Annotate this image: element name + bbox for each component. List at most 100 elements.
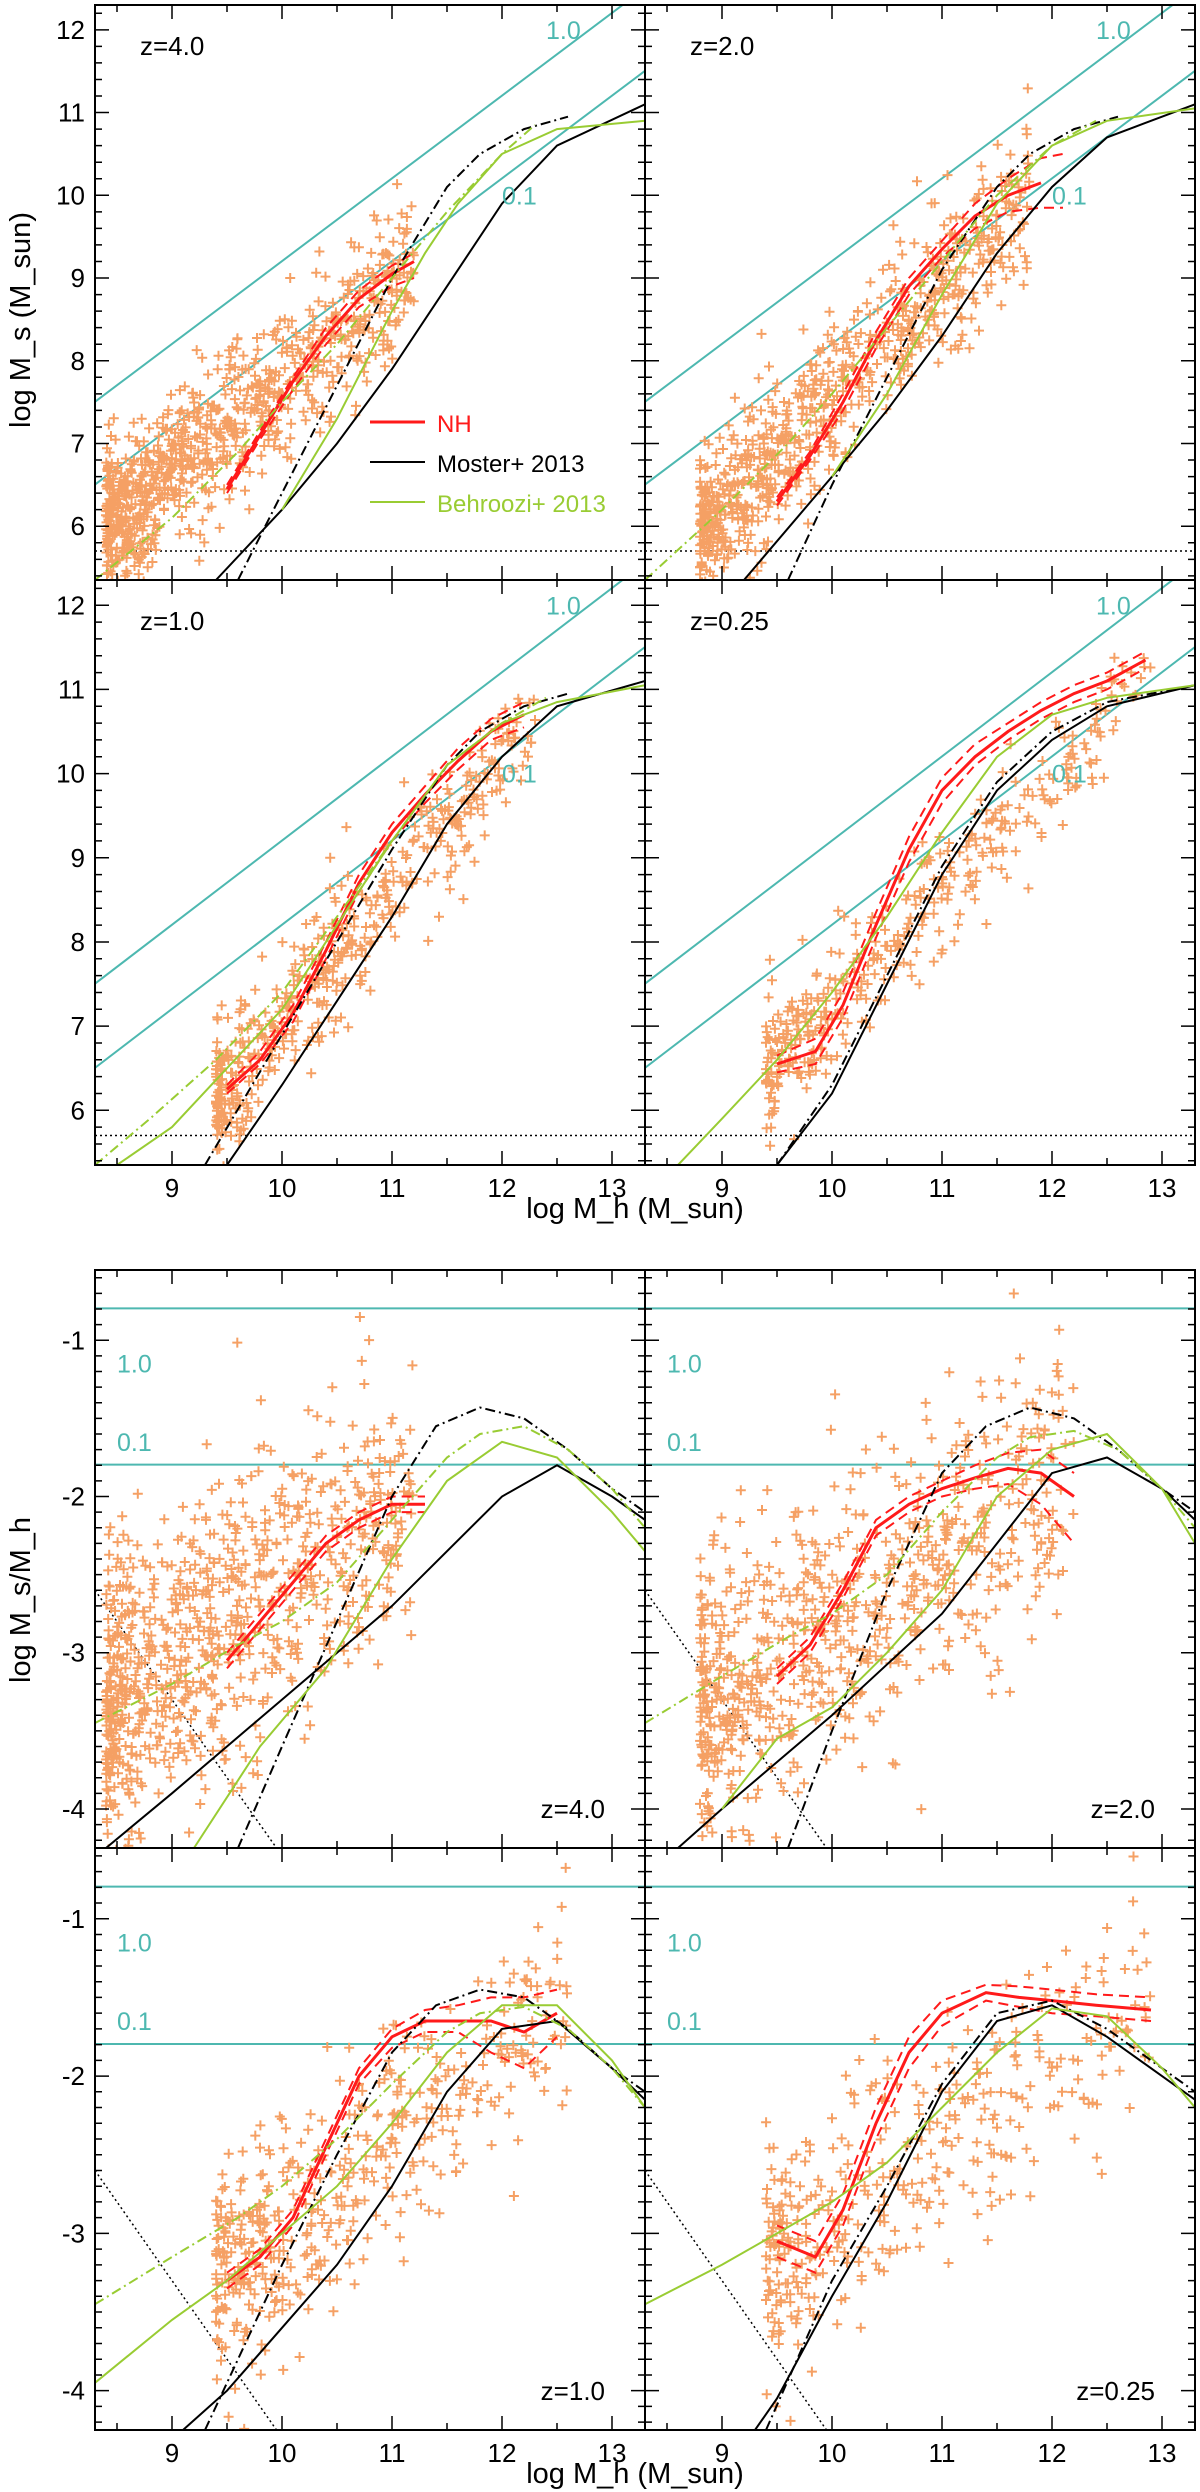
y-tick-label: -2 [62,2061,85,2091]
bottom-ylabel: log M_s/M_h [5,1517,37,1683]
x-tick-label: 13 [1148,2438,1177,2468]
series-nh-median [226,713,525,1091]
series-behroozi-2013 [677,684,1195,1165]
top-ylabel: log M_s (M_sun) [5,212,37,428]
x-tick-label: 12 [488,2438,517,2468]
y-tick-label: -2 [62,1482,85,1512]
legend-label-behroozi: Behroozi+ 2013 [437,491,606,518]
efficiency-line-0.1 [95,646,645,1069]
series-moster-2013 [105,1464,645,1848]
x-tick-label: 9 [165,2438,179,2468]
series-nh-84th [226,252,415,486]
simulation-points [695,1288,1079,1848]
panel-stellar_mass-z=2.0: 1.0 0.1 z=2.0 [644,4,1196,581]
panel-frame [644,1269,1196,1849]
ticks [95,5,645,580]
plot-area [95,580,645,1165]
panel-stellar_to_halo_ratio-z=0.25: 9 10 11 12 13 1.0 0.1 z=0.25 [644,1847,1196,2468]
simulation-points [695,83,1035,580]
ticks [645,580,1195,1165]
plot-area [645,5,1195,580]
efficiency-label: 1.0 [546,592,581,620]
series-behroozi-2013 [281,119,645,511]
panel-frame [94,1269,646,1849]
series-behroozi-2013-extrap- [645,119,1097,580]
x-tick-label: 10 [268,2438,297,2468]
y-tick-label: 9 [71,263,85,293]
ticks [95,1848,645,2430]
series-nh-median [225,260,415,490]
x-tick-label: 9 [165,1173,179,1203]
series-moster-2013-extrap- [237,115,569,580]
efficiency-line-1.0 [95,5,625,403]
plot-area [95,1862,645,2430]
series-behroozi-2013-extrap- [95,1425,645,1724]
x-tick-label: 10 [818,1173,847,1203]
plot-area [95,5,645,580]
series-nh-16th [776,1482,1075,1685]
y-tick-label: 12 [56,15,85,45]
efficiency-line-0.1 [95,70,645,486]
panel-stellar_to_halo_ratio-z=1.0: -1 -2 -3 -4 9 10 11 12 13 1.0 0.1 z=1.0 [62,1847,646,2468]
efficiency-line-1.0 [95,580,625,985]
series-nh-16th [226,277,415,494]
x-tick-label: 9 [715,2438,729,2468]
series-nh-median [225,1502,425,1662]
efficiency-label: 0.1 [502,182,537,210]
series-nh-16th [226,2031,558,2290]
series-nh-median [775,181,1042,503]
series-behroozi-2013-extrap- [95,696,547,1165]
series-nh-16th [776,206,1063,507]
series-moster-2013 [776,684,1195,1165]
redshift-label: z=0.25 [690,606,769,636]
series-moster-2013 [226,680,645,1165]
y-tick-label: 10 [56,759,85,789]
panel-grid-layer: 6 7 8 9 10 11 12 1.0 0.1 z=4.0 1.0 0.1 z=2.0 6 7 8 9 10 11… [56,4,1196,2468]
y-tick-label: 8 [71,927,85,957]
efficiency-label: 0.1 [117,2008,152,2036]
y-tick-label: -4 [62,1794,85,1824]
y-tick-label: 6 [71,1095,85,1125]
x-tick-label: 10 [268,1173,297,1203]
panel-stellar_mass-z=1.0: 6 7 8 9 10 11 12 9 10 11 12 13 1.0 0.1 z=1.0 [56,579,646,1203]
efficiency-label: 0.1 [1052,761,1087,789]
panel-stellar_mass-z=4.0: 6 7 8 9 10 11 12 1.0 0.1 z=4.0 [56,4,646,581]
simulation-points [761,652,1156,1151]
series-behroozi-2013 [193,1440,645,1848]
ticks [645,1848,1195,2430]
ticks [95,1270,645,1848]
plot-area [645,580,1195,1165]
resolution-limit-line [95,2170,278,2430]
efficiency-label: 1.0 [117,1351,152,1379]
x-tick-label: 11 [379,1173,406,1203]
y-tick-label: 9 [71,843,85,873]
series-nh-84th [776,650,1146,1057]
efficiency-label: 1.0 [546,17,581,45]
y-tick-label: -1 [62,1904,85,1934]
x-tick-label: 11 [379,2438,406,2468]
series-behroozi-2013 [831,107,1195,478]
panel-stellar_mass-z=0.25: 9 10 11 12 13 1.0 0.1 z=0.25 [644,579,1196,1203]
series-behroozi-2013 [721,1432,1195,1810]
y-tick-label: 7 [71,428,85,458]
top-xlabel: log M_h (M_sun) [526,1193,744,1225]
series-behroozi-2013-extrap- [645,1429,1195,1724]
simulation-points [211,693,540,1165]
simulation-points [211,1862,572,2430]
y-tick-label: -3 [62,2218,85,2248]
legend-label-moster: Moster+ 2013 [437,451,584,478]
series-moster-2013-extrap- [237,1406,645,1848]
x-tick-label: 12 [1038,2438,1067,2468]
ticks [645,5,1195,580]
series-nh-16th [776,667,1146,1074]
redshift-label: z=0.25 [1076,2376,1155,2406]
series-moster-2013 [677,1456,1195,1848]
redshift-label: z=1.0 [140,606,204,636]
x-tick-label: 12 [488,1173,517,1203]
series-nh-median [226,2011,558,2282]
x-tick-label: 10 [818,2438,847,2468]
ticks [645,1270,1195,1848]
plot-area [645,1288,1195,1848]
efficiency-label: 0.1 [667,1429,702,1457]
efficiency-label: 1.0 [667,1351,702,1379]
